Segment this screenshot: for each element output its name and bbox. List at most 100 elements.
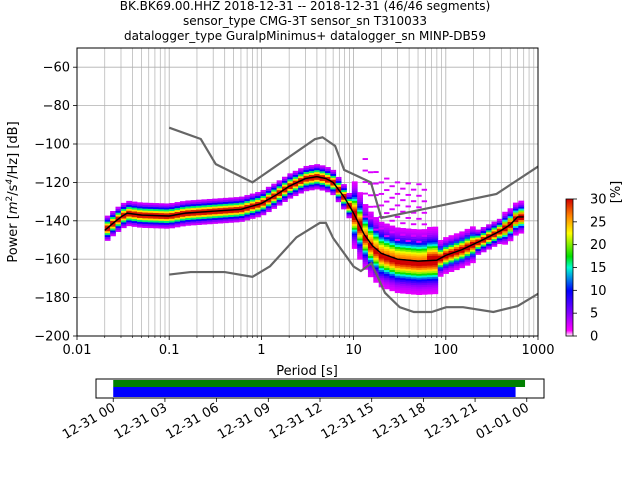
heatmap-cell	[249, 210, 256, 214]
heatmap-cell	[249, 199, 256, 202]
heatmap-cell	[518, 225, 525, 228]
colorbar-tick-label: 5	[590, 307, 598, 322]
heatmap-cell	[416, 244, 423, 247]
heatmap-cell	[400, 241, 406, 244]
heatmap-cell	[120, 216, 127, 219]
heatmap-cell	[255, 197, 261, 201]
heatmap-cell	[341, 191, 347, 194]
heatmap-cell	[410, 248, 417, 251]
heatmap-cell	[196, 203, 202, 206]
heatmap-cell	[196, 207, 202, 210]
heatmap-cell	[491, 229, 498, 232]
heatmap-cell	[303, 171, 310, 174]
heatmap-cell	[341, 201, 347, 204]
heatmap-cell	[427, 236, 433, 239]
heatmap-cell	[298, 191, 304, 194]
heatmap-cell	[287, 181, 294, 184]
heatmap-cell	[416, 262, 423, 265]
heatmap-cell	[394, 285, 401, 288]
heatmap-cell	[512, 204, 519, 207]
heatmap-cell	[459, 233, 466, 236]
heatmap-cell	[212, 204, 218, 207]
heatmap-cell	[362, 256, 369, 259]
heatmap-cell	[437, 239, 444, 243]
heatmap-cell	[303, 167, 310, 171]
heatmap-cell	[373, 240, 380, 243]
heatmap-cell	[400, 247, 406, 250]
heatmap-cell	[373, 276, 380, 279]
heatmap-cell	[367, 267, 374, 270]
heatmap-cell	[357, 244, 363, 247]
heatmap-cell	[271, 197, 278, 200]
heatmap-cell	[502, 213, 509, 216]
heatmap-cell	[448, 237, 455, 240]
heatmap-cell	[341, 184, 347, 187]
heatmap-cell	[400, 228, 406, 231]
heatmap-cell	[421, 267, 428, 270]
heatmap-cell	[410, 275, 417, 278]
heatmap-cell	[179, 224, 186, 227]
heatmap-cell	[153, 224, 159, 227]
heatmap-cell	[427, 290, 433, 293]
heatmap-cell	[260, 203, 267, 206]
heatmap-cell	[120, 220, 127, 223]
heatmap-cell	[319, 167, 326, 170]
heatmap-cell	[341, 197, 347, 200]
heatmap-cell	[104, 215, 111, 218]
heatmap-cell	[405, 234, 412, 237]
heatmap-cell	[443, 250, 449, 253]
heatmap-cell	[384, 250, 390, 253]
heatmap-cell	[373, 194, 379, 197]
heatmap-cell	[421, 246, 428, 249]
heatmap-cell	[233, 202, 240, 206]
heatmap-cell	[255, 195, 261, 199]
heatmap-cell	[432, 253, 439, 256]
heatmap-cell	[427, 238, 433, 241]
heatmap-cell	[292, 186, 299, 189]
heatmap-cell	[389, 260, 396, 263]
heatmap-cell	[427, 280, 433, 283]
heatmap-cell	[110, 234, 116, 237]
heatmap-cell	[394, 281, 401, 284]
heatmap-cell	[233, 214, 240, 217]
heatmap-cell	[480, 242, 487, 245]
heatmap-cell	[308, 186, 315, 189]
title-line-2: sensor_type CMG-3T sensor_sn T310033	[183, 14, 427, 28]
heatmap-cell	[378, 269, 385, 272]
heatmap-cell	[416, 271, 423, 274]
heatmap-cell	[394, 275, 401, 278]
heatmap-cell	[405, 282, 412, 285]
heatmap-cell	[518, 231, 525, 234]
heatmap-cell	[276, 180, 283, 183]
heatmap-cell	[410, 280, 417, 284]
heatmap-cell	[335, 190, 342, 193]
heatmap-cell	[405, 230, 412, 233]
heatmap-cell	[362, 248, 369, 251]
heatmap-cell	[443, 271, 449, 274]
heatmap-cell	[464, 234, 471, 237]
heatmap-cell	[212, 198, 218, 201]
heatmap-cell	[362, 225, 369, 228]
heatmap-cell	[287, 177, 294, 180]
heatmap-cell	[421, 288, 428, 291]
heatmap-cell	[416, 246, 423, 249]
noise-model-curves	[104, 126, 538, 314]
heatmap-cell	[222, 211, 229, 214]
heatmap-cell	[131, 224, 138, 227]
heatmap-cell	[432, 278, 439, 281]
heatmap-cell	[217, 215, 224, 218]
heatmap-cell	[185, 200, 192, 203]
heatmap-cell	[384, 273, 390, 276]
heatmap-cell	[470, 260, 476, 264]
heatmap-cell	[480, 236, 487, 239]
heatmap-cell	[410, 288, 417, 291]
heatmap-cell	[314, 181, 321, 184]
heatmap-cell	[190, 223, 197, 226]
heatmap-cell	[239, 213, 245, 217]
heatmap-cell	[222, 207, 229, 210]
heatmap-cell	[330, 189, 337, 192]
heatmap-cell	[357, 230, 363, 233]
heatmap-cell	[421, 223, 428, 226]
heatmap-cell	[378, 237, 385, 240]
heatmap-cell	[201, 207, 208, 210]
